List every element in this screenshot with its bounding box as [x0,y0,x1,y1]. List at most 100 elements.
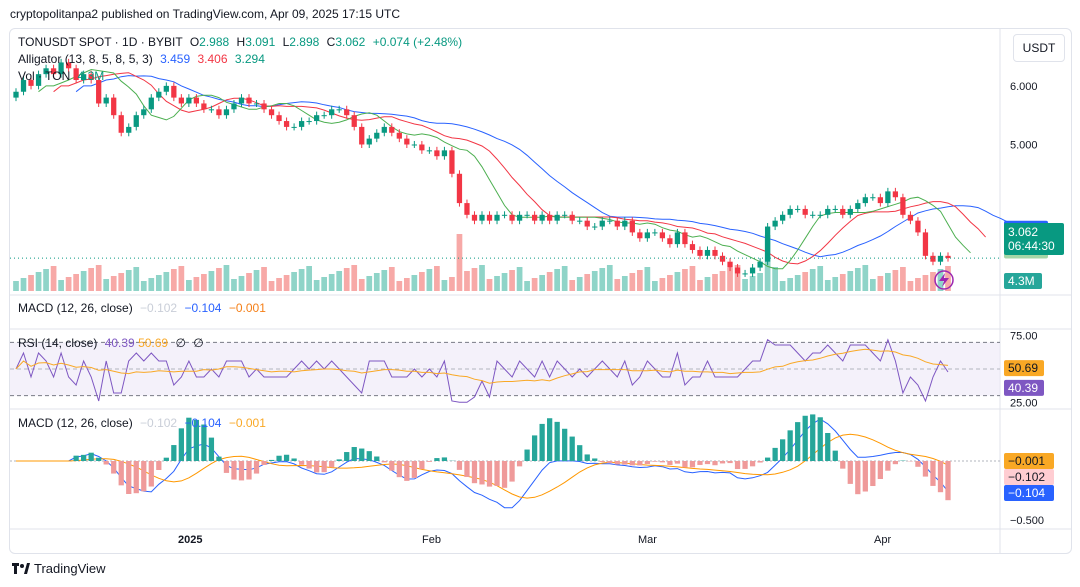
volume-bar [839,274,846,291]
macd-histogram-bar [742,461,748,469]
macd-histogram-bar [396,461,402,478]
macd-histogram-bar [283,454,290,461]
macd-hist-badge-bg [1004,469,1054,485]
alligator-legend[interactable]: Alligator (13, 8, 5, 8, 5, 3) 3.459 3.40… [18,52,265,66]
candle-body [825,208,831,215]
volume-bar [358,279,365,291]
macd-histogram-bar [562,428,568,461]
volume-legend[interactable]: Vol · TON 4.3M [18,69,104,83]
rsi-legend[interactable]: RSI (14, close) 40.39 50.69 ∅ ∅ [18,336,204,350]
candle-body [795,208,801,210]
candle-body [629,220,635,233]
candle-body [930,255,936,262]
macd-histogram-bar [186,417,192,461]
volume-bar [306,266,312,291]
volume-bar [757,273,763,291]
volume-bar [546,272,553,291]
candle-body [562,214,568,216]
macd-histogram-bar [471,461,478,484]
candle-body [276,115,282,122]
macd-histogram-bar [764,457,771,461]
volume-bar [223,265,230,291]
volume-bar [554,269,561,291]
candle-body [344,109,350,116]
candle-body [712,249,718,256]
volume-bar [456,234,463,291]
macd-histogram-bar [877,461,883,480]
macd-histogram-bar [524,449,530,461]
macd-histogram-bar [757,461,763,463]
macd-histogram-bar [674,461,681,464]
macd-histogram-bar [787,430,793,461]
change-value: +0.074 (+2.48%) [372,35,463,49]
alligator-label[interactable]: Alligator (13, 8, 5, 8, 5, 3) [18,52,153,66]
symbol-name[interactable]: TONUSDT SPOT · 1D · BYBIT [18,35,183,49]
macd-histogram-bar [223,461,230,473]
chart-frame[interactable]: 6.0005.0003.4593.4063.2943.06206:44:304.… [9,28,1072,554]
macd-histogram-bar [126,461,132,494]
candle-body [366,138,372,145]
candle-body [802,208,808,215]
volume-bar [140,281,147,291]
volume-bar [742,279,748,291]
volume-bar [682,269,688,291]
macd-hist-badge: −0.102 [1008,470,1045,484]
chart-canvas[interactable]: 6.0005.0003.4593.4063.2943.06206:44:304.… [10,29,1071,553]
macd-legend[interactable]: MACD (12, 26, close) −0.102 −0.104 −0.00… [18,416,266,430]
volume-bar [426,269,433,291]
macd-signal: −0.001 [228,416,266,430]
candle-body [73,68,79,81]
currency-button[interactable]: USDT [1013,34,1065,62]
rsi-tick-label: 75.00 [1010,331,1038,343]
volume-bar [817,266,824,291]
price-tick-label: 6.000 [1010,81,1038,93]
volume-bar [516,267,523,291]
macd-macd-top: −0.104 [184,301,222,315]
candle-body [404,138,410,145]
volume-bar [276,278,282,291]
macd-histogram-bar [201,424,207,461]
volume-bar [35,272,42,291]
candle-body [298,121,305,127]
candle-body [118,115,124,133]
macd-histogram-bar [870,461,876,487]
volume-bar [471,268,478,291]
alligator-teeth-line [53,72,986,265]
candle-body [742,273,748,275]
candle-body [449,150,455,174]
macd-histogram-bar [111,461,117,474]
volume-label[interactable]: Vol · TON [18,69,71,83]
candle-body [50,68,57,75]
macd-histogram-bar [411,461,417,478]
macd-label-top[interactable]: MACD (12, 26, close) [18,301,133,315]
macd-label[interactable]: MACD (12, 26, close) [18,416,133,430]
volume-bar [749,276,756,291]
macd-histogram-bar [291,458,297,461]
last-price-badge-bg [1004,223,1064,255]
tradingview-brand[interactable]: TradingView [12,561,106,576]
x-tick-label: 2025 [178,534,202,546]
rsi-label[interactable]: RSI (14, close) [18,336,98,350]
volume-bar [170,269,177,291]
volume-badge-bg [1004,273,1042,289]
candle-body [306,121,312,123]
macd-histogram-bar [832,450,838,461]
candle-body [577,220,583,222]
candle-body [381,126,387,133]
candle-body [163,85,169,92]
candle-body [58,62,64,75]
macd-histogram-bar [667,461,673,465]
macd-legend-top[interactable]: MACD (12, 26, close) −0.102 −0.104 −0.00… [18,301,266,315]
symbol-legend[interactable]: TONUSDT SPOT · 1D · BYBIT O2.988 H3.091 … [18,35,462,49]
candle-body [764,226,771,262]
volume-bar [501,273,508,291]
macd-histogram-bar [569,436,575,461]
volume-value: 4.3M [77,69,105,83]
candle-body [246,97,252,104]
candle-body [20,80,27,92]
volume-bar [644,267,651,291]
macd-hist: −0.102 [140,416,178,430]
macd-histogram-bar [246,461,252,480]
candle-body [141,109,147,116]
candle-body [389,126,395,133]
